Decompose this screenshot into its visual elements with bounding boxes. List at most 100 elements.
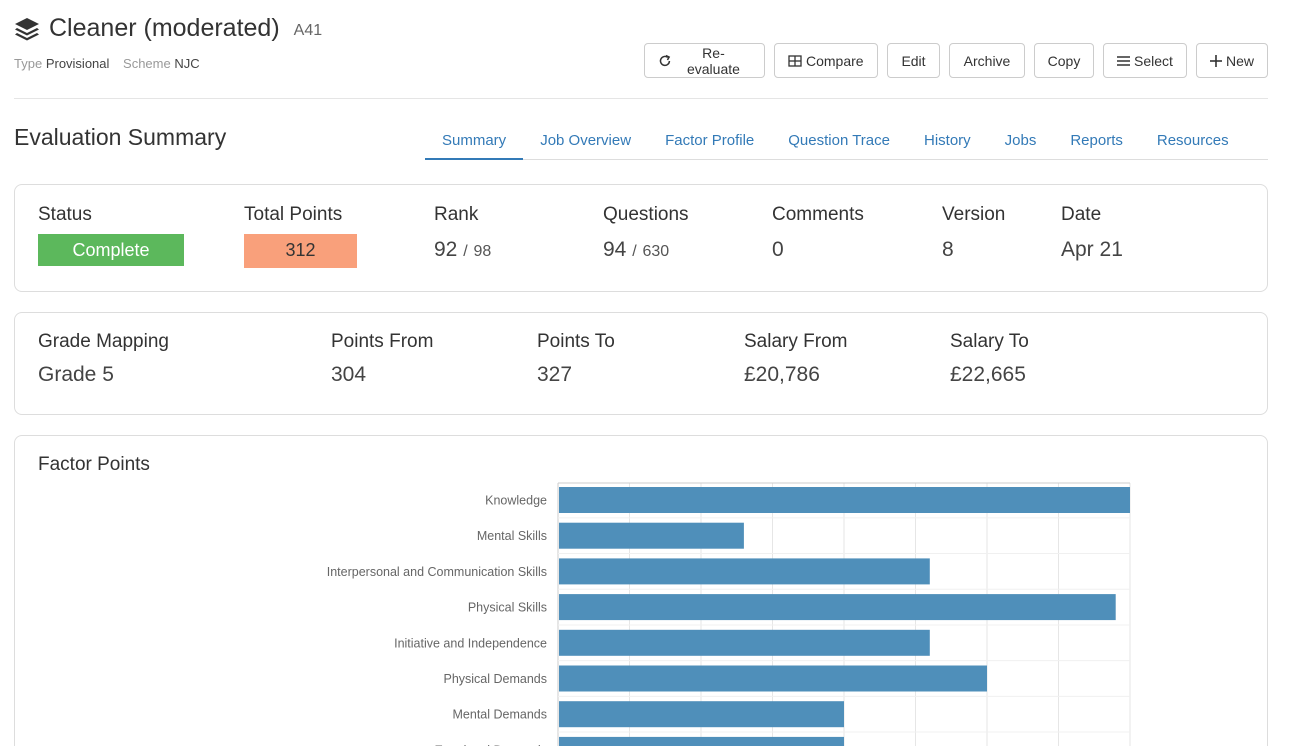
- compare-button[interactable]: Compare: [774, 43, 878, 78]
- points-label: Total Points: [244, 204, 343, 225]
- comments-label: Comments: [772, 204, 864, 225]
- questions-label: Questions: [603, 204, 689, 225]
- tab-bar: Summary Job Overview Factor Profile Ques…: [425, 120, 1268, 160]
- scheme-value: NJC: [174, 56, 200, 71]
- points-to-label: Points To: [537, 331, 615, 352]
- chart-bar[interactable]: [559, 736, 844, 746]
- salary-to-value: £22,665: [950, 363, 1026, 386]
- tab-factor-profile[interactable]: Factor Profile: [665, 132, 755, 149]
- questions-cell: Questions 94 / 630: [603, 204, 689, 262]
- y-tick-label: Mental Skills: [477, 529, 547, 543]
- comments-value: 0: [772, 238, 784, 261]
- tab-jobs[interactable]: Jobs: [1004, 132, 1037, 149]
- y-tick-label: Interpersonal and Communication Skills: [327, 565, 547, 579]
- type-label: Type: [14, 56, 43, 71]
- date-value: Apr 21: [1061, 238, 1123, 261]
- points-cell: Total Points 312: [244, 204, 357, 268]
- points-to-value: 327: [537, 363, 573, 386]
- new-label: New: [1225, 52, 1254, 69]
- new-button[interactable]: New: [1196, 43, 1268, 78]
- grade-mapping-cell: Grade Mapping Grade 5: [38, 331, 169, 387]
- points-from-value: 304: [331, 363, 367, 386]
- plus-icon: [1210, 54, 1222, 67]
- salary-from-value: £20,786: [744, 363, 820, 386]
- questions-sep: /: [632, 243, 637, 260]
- refresh-icon: [659, 54, 671, 66]
- type-value: Provisional: [45, 56, 110, 71]
- chart-bar[interactable]: [559, 487, 1130, 513]
- points-from-cell: Points From 304: [331, 331, 433, 387]
- rank-value-row: 92 / 98: [434, 238, 491, 262]
- points-to-cell: Points To 327: [537, 331, 615, 387]
- chart-bar[interactable]: [559, 701, 844, 728]
- salary-to-cell: Salary To £22,665: [950, 331, 1029, 387]
- chart-bar[interactable]: [559, 594, 1116, 621]
- chart-bar[interactable]: [559, 558, 930, 585]
- date-label: Date: [1061, 204, 1102, 225]
- title-row: Cleaner (moderated) A41: [14, 14, 322, 43]
- page-title: Cleaner (moderated): [49, 14, 280, 42]
- reevaluate-label: Re-evaluate: [686, 44, 740, 77]
- archive-button[interactable]: Archive: [949, 43, 1025, 78]
- tab-resources[interactable]: Resources: [1156, 132, 1229, 149]
- y-tick-label: Physical Demands: [443, 672, 547, 686]
- rank-sep: /: [463, 243, 468, 260]
- tab-reports[interactable]: Reports: [1070, 132, 1123, 149]
- rank-total: 98: [473, 243, 492, 260]
- chart-bar[interactable]: [559, 522, 744, 549]
- y-tick-label: Emotional Demands: [434, 743, 547, 746]
- tab-question-trace[interactable]: Question Trace: [788, 132, 890, 149]
- select-label: Select: [1134, 52, 1173, 69]
- copy-label: Copy: [1047, 52, 1081, 69]
- chart-bar[interactable]: [559, 629, 930, 656]
- scheme-label: Scheme: [123, 56, 171, 71]
- section-title: Evaluation Summary: [14, 124, 227, 150]
- version-label: Version: [942, 204, 1006, 225]
- questions-value-row: 94 / 630: [603, 238, 689, 262]
- questions-value: 94: [603, 238, 627, 261]
- grade-mapping-value: Grade 5: [38, 363, 114, 386]
- archive-label: Archive: [963, 52, 1011, 69]
- compare-label: Compare: [806, 52, 864, 69]
- status-label: Status: [38, 204, 92, 225]
- grade-mapping-label: Grade Mapping: [38, 331, 169, 352]
- toolbar: Re-evaluate Compare Edit Archive Copy Se…: [635, 43, 1268, 78]
- factor-points-card: Factor Points Knowledge Mental Skills Inte…: [14, 435, 1268, 746]
- salary-to-label: Salary To: [950, 331, 1029, 352]
- salary-from-label: Salary From: [744, 331, 848, 352]
- points-badge: 312: [244, 234, 357, 268]
- list-icon: [1117, 55, 1130, 66]
- points-from-label: Points From: [331, 331, 434, 352]
- questions-total: 630: [642, 243, 670, 260]
- rank-value: 92: [434, 238, 458, 261]
- rank-label: Rank: [434, 204, 479, 225]
- chart-bar[interactable]: [559, 665, 987, 692]
- page-header: Cleaner (moderated) A41 Type Provisional…: [14, 0, 1268, 99]
- y-tick-label: Initiative and Independence: [394, 636, 547, 650]
- tab-history[interactable]: History: [923, 132, 971, 149]
- status-badge: Complete: [38, 234, 184, 266]
- status-cell: Status Complete: [38, 204, 184, 266]
- job-meta: Type Provisional Scheme NJC: [14, 56, 210, 71]
- tab-summary[interactable]: Summary: [425, 120, 524, 160]
- version-cell: Version 8: [942, 204, 1005, 262]
- select-button[interactable]: Select: [1103, 43, 1187, 78]
- version-value: 8: [942, 238, 954, 261]
- edit-button[interactable]: Edit: [887, 43, 940, 78]
- copy-button[interactable]: Copy: [1034, 43, 1094, 78]
- summary-card: Status Complete Total Points 312 Rank 92…: [14, 184, 1268, 292]
- comments-cell: Comments 0: [772, 204, 864, 262]
- rank-cell: Rank 92 / 98: [434, 204, 491, 262]
- date-cell: Date Apr 21: [1061, 204, 1123, 262]
- job-code: A41: [293, 21, 323, 39]
- grade-card: Grade Mapping Grade 5 Points From 304 Po…: [14, 312, 1268, 415]
- reevaluate-button[interactable]: Re-evaluate: [644, 43, 765, 78]
- factor-points-chart: Knowledge Mental Skills Interpersonal and …: [327, 482, 1131, 746]
- y-tick-label: Physical Skills: [468, 601, 547, 615]
- salary-from-cell: Salary From £20,786: [744, 331, 847, 387]
- y-tick-label: Mental Demands: [453, 708, 548, 722]
- tab-job-overview[interactable]: Job Overview: [540, 132, 632, 149]
- edit-label: Edit: [901, 52, 926, 69]
- y-tick-label: Knowledge: [485, 494, 547, 508]
- layers-icon: [15, 17, 39, 40]
